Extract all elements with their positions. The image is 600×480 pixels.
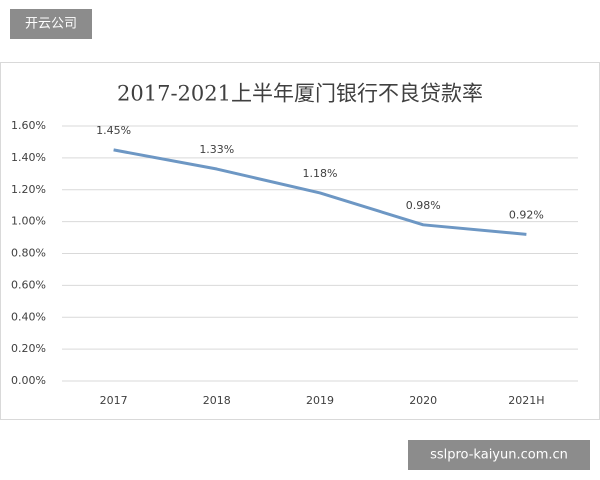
data-label: 0.98%	[406, 199, 441, 212]
watermark-badge	[10, 9, 92, 39]
watermark-text: 开云公司	[25, 17, 77, 32]
x-tick-label: 2018	[203, 394, 231, 407]
y-tick-label: 0.00%	[11, 374, 46, 387]
y-tick-label: 0.40%	[11, 310, 46, 323]
y-tick-label: 1.40%	[11, 151, 46, 164]
chart-frame	[0, 62, 600, 420]
y-tick-label: 1.00%	[11, 215, 46, 228]
data-label: 1.18%	[303, 167, 338, 180]
watermark-text: sslpro-kaiyun.com.cn	[430, 448, 568, 463]
data-label: 1.33%	[199, 143, 234, 156]
y-tick-label: 1.20%	[11, 183, 46, 196]
data-label: 0.92%	[509, 208, 544, 221]
data-line	[113, 148, 527, 236]
x-tick-label: 2019	[306, 394, 334, 407]
y-tick-label: 0.20%	[11, 342, 46, 355]
watermark-badge	[408, 440, 590, 470]
x-tick-label: 2017	[100, 394, 128, 407]
chart-title: 2017-2021上半年厦门银行不良贷款率	[117, 82, 483, 106]
y-tick-label: 0.80%	[11, 247, 46, 260]
data-label: 1.45%	[96, 124, 131, 137]
x-tick-label: 2021H	[508, 394, 544, 407]
y-tick-label: 0.60%	[11, 278, 46, 291]
x-tick-label: 2020	[409, 394, 437, 407]
y-tick-label: 1.60%	[11, 119, 46, 132]
